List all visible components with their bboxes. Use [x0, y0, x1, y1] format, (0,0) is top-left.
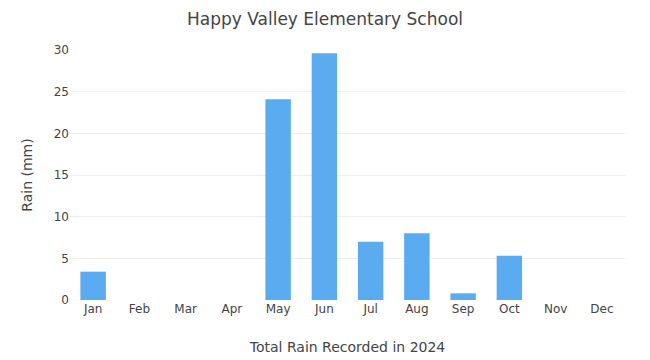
svg-text:Happy Valley Elementary School: Happy Valley Elementary School: [187, 9, 463, 29]
svg-text:Nov: Nov: [544, 302, 567, 316]
svg-text:Jan: Jan: [83, 302, 103, 316]
svg-text:Feb: Feb: [129, 302, 150, 316]
svg-text:20: 20: [54, 127, 69, 141]
svg-text:Jul: Jul: [362, 302, 377, 316]
svg-text:Mar: Mar: [174, 302, 197, 316]
svg-text:Dec: Dec: [590, 302, 613, 316]
svg-text:Aug: Aug: [405, 302, 428, 316]
svg-text:0: 0: [61, 293, 69, 307]
svg-text:30: 30: [54, 43, 69, 57]
svg-text:15: 15: [54, 168, 69, 182]
svg-text:Total Rain Recorded in 2024: Total Rain Recorded in 2024: [249, 339, 446, 355]
svg-text:Jun: Jun: [314, 302, 334, 316]
svg-text:May: May: [266, 302, 291, 316]
svg-text:Sep: Sep: [452, 302, 475, 316]
svg-text:Rain (mm): Rain (mm): [19, 138, 35, 211]
svg-text:Apr: Apr: [221, 302, 242, 316]
svg-text:Oct: Oct: [499, 302, 520, 316]
svg-text:5: 5: [61, 252, 69, 266]
svg-text:25: 25: [54, 85, 69, 99]
svg-text:10: 10: [54, 210, 69, 224]
